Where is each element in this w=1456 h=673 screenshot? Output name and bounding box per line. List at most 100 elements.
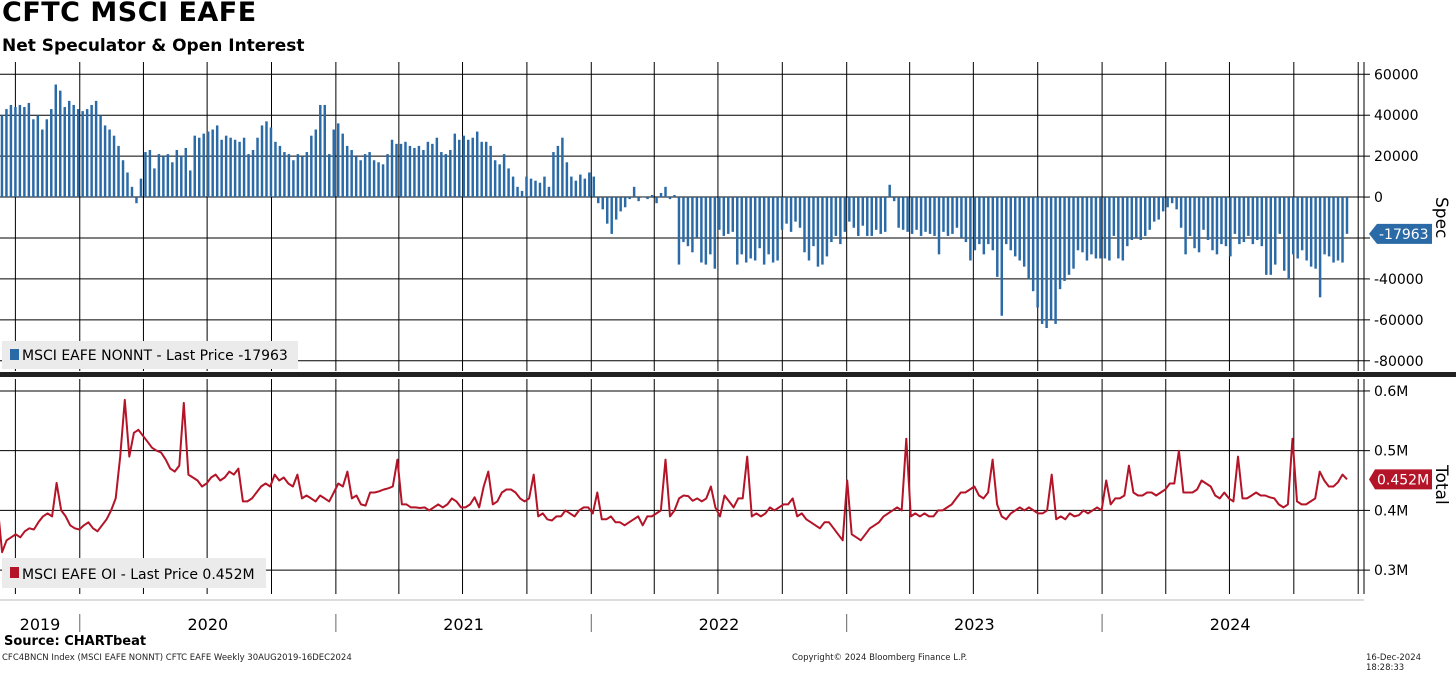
spec-bar	[359, 160, 362, 198]
spec-bar	[350, 149, 353, 198]
spec-bar	[982, 197, 986, 255]
x-year-label: 2019	[20, 615, 61, 634]
spec-bar	[507, 168, 510, 198]
spec-bar	[1040, 197, 1044, 324]
spec-bar	[480, 141, 483, 198]
spec-bar	[910, 197, 914, 234]
spec-axis-title: Spec	[1431, 197, 1451, 238]
spec-bar	[1314, 197, 1317, 269]
spec-bar	[619, 197, 622, 212]
spec-bar	[462, 135, 465, 198]
spec-bar	[1099, 197, 1102, 259]
spec-bar	[1269, 197, 1273, 275]
spec-bar	[879, 197, 882, 234]
spec-bar	[650, 195, 654, 198]
spec-bar	[283, 152, 286, 198]
spec-bar	[955, 197, 959, 228]
spec-bar	[888, 184, 891, 198]
x-year-label: 2022	[699, 615, 740, 634]
spec-bar	[1130, 197, 1134, 241]
spec-bar	[269, 127, 273, 198]
spec-last-value-label: -17963	[1379, 227, 1429, 243]
spec-bar	[112, 135, 116, 198]
x-year-label: 2020	[187, 615, 228, 634]
spec-bar	[135, 197, 138, 204]
spec-bar	[574, 180, 578, 198]
y-tick-label: 0.4M	[1374, 503, 1408, 519]
spec-bar	[341, 133, 344, 198]
spec-bar	[108, 129, 111, 198]
spec-bar	[691, 197, 694, 253]
spec-bar	[1121, 197, 1125, 261]
oi-last-value-badge	[1369, 469, 1432, 490]
spec-bar	[206, 131, 210, 198]
spec-bar	[1013, 197, 1017, 257]
spec-bar	[198, 137, 201, 198]
spec-bar	[1126, 197, 1129, 247]
spec-bar	[1318, 197, 1322, 298]
spec-bar	[807, 197, 811, 261]
oi-legend-label: MSCI EAFE OI - Last Price 0.452M	[22, 567, 255, 583]
x-year-label: 2023	[954, 615, 995, 634]
spec-bar	[81, 111, 84, 198]
y-tick-label: 0.3M	[1374, 563, 1408, 579]
spec-bar	[731, 197, 735, 232]
spec-bar	[547, 186, 551, 198]
spec-bar	[592, 176, 596, 198]
spec-bar	[1112, 197, 1116, 236]
spec-bar	[736, 197, 739, 265]
spec-bar	[520, 190, 524, 198]
spec-bar	[41, 129, 44, 198]
spec-bar	[148, 149, 152, 198]
spec-bar	[709, 197, 712, 255]
spec-bar	[803, 197, 806, 253]
spec-legend-swatch	[10, 349, 19, 360]
spec-bar	[54, 84, 58, 198]
spec-bar	[381, 164, 385, 198]
y-tick-label: 60000	[1374, 67, 1419, 83]
spec-bar	[659, 192, 663, 198]
spec-bar	[1341, 197, 1344, 263]
spec-bar	[211, 129, 214, 198]
spec-bar	[27, 102, 31, 198]
spec-bar	[1031, 197, 1035, 292]
spec-bar	[1184, 197, 1187, 255]
spec-bar	[789, 197, 793, 232]
spec-bar	[727, 197, 730, 234]
spec-bar	[1251, 197, 1255, 245]
y-tick-label: -40000	[1374, 272, 1424, 288]
spec-bar	[305, 152, 309, 198]
spec-bar	[76, 109, 80, 198]
spec-bar	[1022, 197, 1026, 267]
spec-bar	[1220, 197, 1223, 245]
spec-bar	[1287, 197, 1290, 279]
spec-bar	[1148, 197, 1151, 230]
spec-bar	[314, 129, 318, 198]
spec-bar	[597, 197, 600, 204]
spec-bar	[171, 162, 174, 198]
spec-bar	[162, 156, 165, 198]
oi-line	[0, 398, 1348, 554]
spec-bar	[991, 197, 995, 251]
spec-bar	[1085, 197, 1089, 261]
spec-bar	[525, 176, 528, 198]
y-tick-label: 0.5M	[1374, 444, 1408, 460]
spec-bar	[220, 139, 223, 198]
spec-bar	[700, 197, 703, 263]
spec-bar	[1027, 197, 1030, 279]
spec-bar	[5, 109, 8, 198]
footer-timestamp: 16-Dec-2024 18:28:33	[1366, 653, 1422, 673]
spec-bar	[372, 160, 376, 198]
spec-bar	[14, 107, 17, 198]
spec-bar	[1238, 197, 1241, 245]
spec-bar	[552, 152, 555, 198]
panel-divider	[0, 372, 1456, 377]
spec-bar	[1291, 197, 1295, 255]
spec-bar	[749, 197, 752, 259]
x-year-label: 2024	[1210, 615, 1251, 634]
spec-bar	[753, 197, 757, 261]
spec-bar	[1202, 197, 1205, 230]
spec-bar	[646, 197, 649, 200]
spec-bar	[332, 129, 335, 198]
